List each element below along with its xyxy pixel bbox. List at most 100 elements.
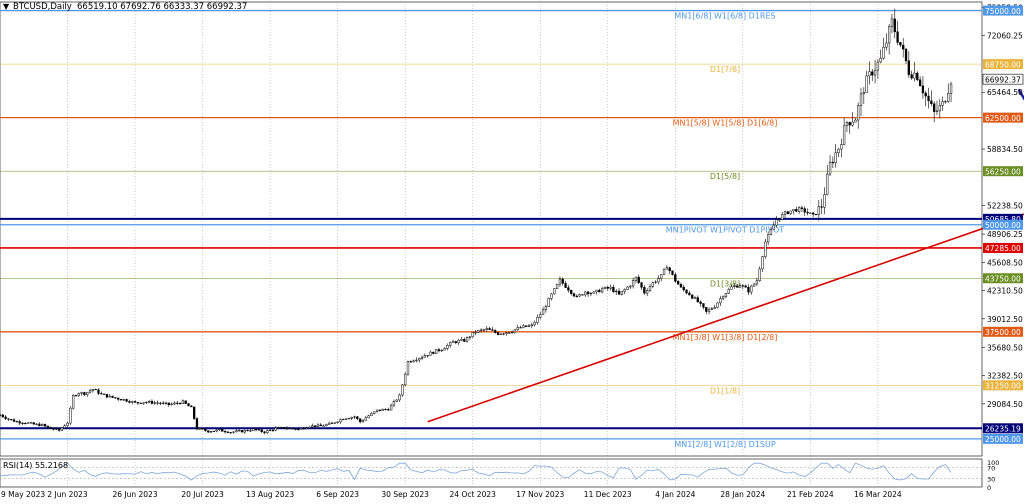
candle-body — [254, 428, 258, 431]
price-tick-label: 45608.50 — [987, 258, 1023, 267]
candle-body — [944, 101, 947, 103]
candle-body — [893, 18, 896, 33]
candle-body — [499, 333, 502, 335]
candle-body — [491, 329, 494, 331]
candle-body — [727, 289, 730, 294]
candle-body — [356, 416, 359, 420]
candle-body — [480, 329, 483, 331]
candle-body — [308, 426, 311, 429]
candle-body — [910, 74, 913, 79]
level-price-box — [983, 219, 1023, 230]
candle-body — [80, 392, 83, 394]
candle-body — [409, 361, 412, 363]
candle-body — [184, 400, 187, 404]
candle-body — [837, 148, 840, 154]
price-tick-label: 48906.25 — [987, 230, 1023, 239]
candle-body — [812, 212, 815, 215]
level-price-label: 50000.00 — [985, 221, 1021, 230]
current-price-label: 66992.37 — [985, 75, 1021, 84]
candle-body — [688, 292, 691, 296]
candle-body — [423, 355, 427, 358]
candle-body — [719, 298, 722, 304]
candle-body — [66, 422, 69, 427]
candle-body — [426, 355, 429, 357]
candle-body — [378, 409, 382, 411]
candle-body — [280, 427, 283, 429]
candle-body — [606, 286, 609, 289]
candle-body — [277, 427, 280, 429]
collapse-triangle-icon[interactable]: ▼ — [3, 2, 10, 11]
candle-body — [74, 395, 78, 397]
candle-body — [268, 429, 272, 431]
candle-body — [24, 422, 27, 425]
candle-body — [209, 431, 213, 433]
candle-body — [769, 229, 773, 235]
candle-body — [415, 359, 418, 362]
price-tick-label: 35680.50 — [987, 343, 1023, 352]
candle-body — [913, 72, 916, 79]
candle-body — [527, 325, 531, 327]
candle-body — [668, 267, 671, 272]
candle-body — [266, 430, 269, 434]
candle-body — [443, 348, 446, 351]
time-tick-label: 21 Feb 2024 — [787, 490, 834, 499]
candle-body — [631, 280, 635, 287]
candle-body — [328, 422, 331, 425]
candle-body — [840, 144, 843, 150]
candle-body — [316, 424, 320, 428]
candle-body — [32, 422, 35, 425]
candle-body — [15, 421, 19, 423]
candle-body — [589, 292, 593, 295]
level-label: D1[7/8] — [710, 65, 740, 74]
candle-body — [904, 48, 908, 62]
level-price-box — [983, 213, 1023, 224]
candle-body — [828, 161, 832, 175]
price-tick-label: 39012.50 — [987, 315, 1023, 324]
candle-body — [595, 289, 598, 293]
candle-body — [283, 427, 286, 429]
time-tick-label: 16 Mar 2024 — [854, 490, 902, 499]
candle-body — [744, 285, 747, 288]
candle-body — [547, 298, 550, 307]
candle-body — [91, 389, 95, 391]
candle-body — [564, 283, 567, 288]
candle-body — [153, 402, 156, 404]
rsi-label: RSI(14) 55.2168 — [3, 461, 68, 470]
time-tick-label: 17 Nov 2023 — [516, 490, 564, 499]
candle-body — [918, 79, 922, 87]
candle-body — [831, 161, 835, 164]
candle-body — [229, 432, 232, 434]
candle-body — [699, 301, 702, 304]
time-axis: 9 May 2023 2 Jun 2023 26 Jun 2023 20 Jul 20… — [1, 490, 902, 499]
candle-body — [86, 391, 89, 395]
level-price-label: 47285.00 — [985, 244, 1021, 253]
level-label: D1[3/8] — [710, 279, 740, 288]
candle-body — [361, 420, 365, 423]
rsi-line — [0, 462, 952, 481]
level-lines: MN1[6/8] W1[6/8] D1RES D1[7/8] MN1[5/8] W1… — [0, 9, 982, 449]
candle-body — [477, 330, 480, 333]
level-label: MN1PIVOT W1PIVOT D1PIVOT — [666, 226, 785, 235]
candle-body — [921, 85, 925, 94]
candle-body — [117, 397, 120, 400]
candle-body — [170, 403, 173, 406]
level-price-box — [983, 273, 1023, 284]
candle-body — [536, 316, 539, 323]
time-tick-label: 28 Jan 2024 — [720, 490, 765, 499]
candle-body — [778, 219, 781, 221]
candle-body — [629, 285, 632, 288]
candle-body — [567, 287, 570, 291]
candle-body — [603, 286, 607, 289]
candle-body — [463, 339, 466, 342]
candle-body — [72, 395, 75, 409]
candle-body — [758, 268, 761, 281]
candle-body — [761, 256, 764, 270]
time-tick-label: 24 Oct 2023 — [450, 490, 497, 499]
candle-body — [373, 411, 376, 414]
time-tick-label: 9 May 2023 — [1, 490, 45, 499]
candle-body — [252, 428, 255, 431]
candle-body — [412, 360, 415, 363]
candle-body — [243, 429, 246, 433]
candle-body — [437, 349, 441, 352]
